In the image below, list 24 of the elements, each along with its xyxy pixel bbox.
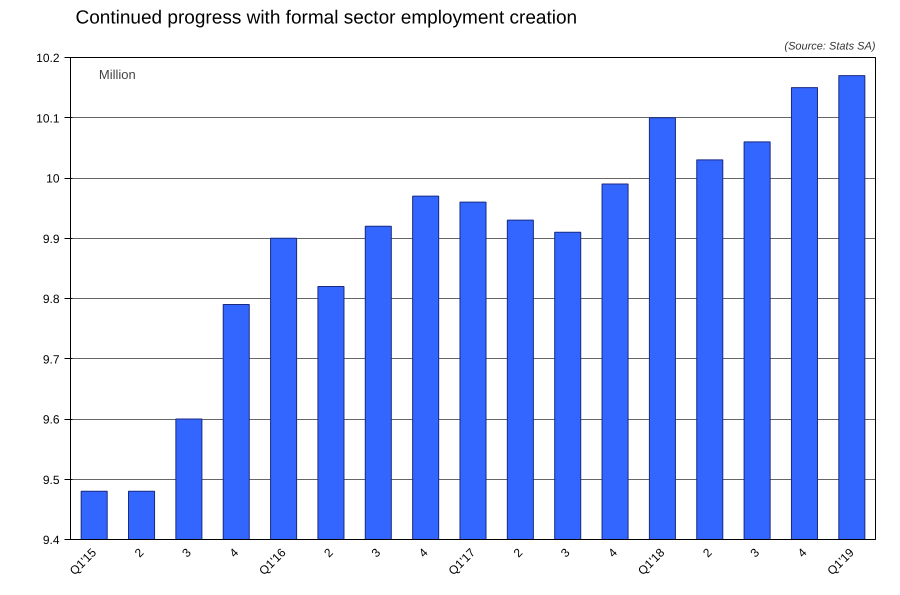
y-tick-label: 9.4 — [42, 533, 60, 547]
x-tick-label: 3 — [179, 545, 194, 560]
x-tick-label: 4 — [794, 545, 810, 560]
y-tick-label: 9.9 — [42, 232, 60, 246]
y-tick-label: 9.8 — [42, 292, 60, 306]
text: (Source: Stats SA) — [784, 40, 876, 52]
y-tick-label: 10 — [46, 172, 60, 186]
y-tick-label: 10.1 — [36, 111, 60, 126]
x-tick-label: 2 — [321, 545, 336, 560]
x-tick-label: 4 — [605, 545, 620, 560]
y-tick-label: 9.6 — [42, 412, 60, 426]
x-tick-label: 4 — [226, 545, 242, 560]
x-tick-label: 3 — [368, 545, 384, 560]
y-tick-label: 9.7 — [42, 352, 60, 366]
annotation: Million — [98, 67, 136, 82]
x-tick-label: 3 — [747, 545, 762, 560]
y-tick-label: 10.2 — [36, 51, 60, 65]
x-tick-label: 3 — [558, 545, 573, 560]
x-tick-label: 4 — [416, 545, 431, 560]
y-tick-label: 9.5 — [42, 472, 60, 487]
x-tick-label: 2 — [700, 545, 715, 560]
x-tick-label: 2 — [132, 545, 147, 560]
x-tick-label: 2 — [510, 545, 526, 560]
chart-title: Continued progress with formal sector employment creation — [76, 8, 578, 28]
